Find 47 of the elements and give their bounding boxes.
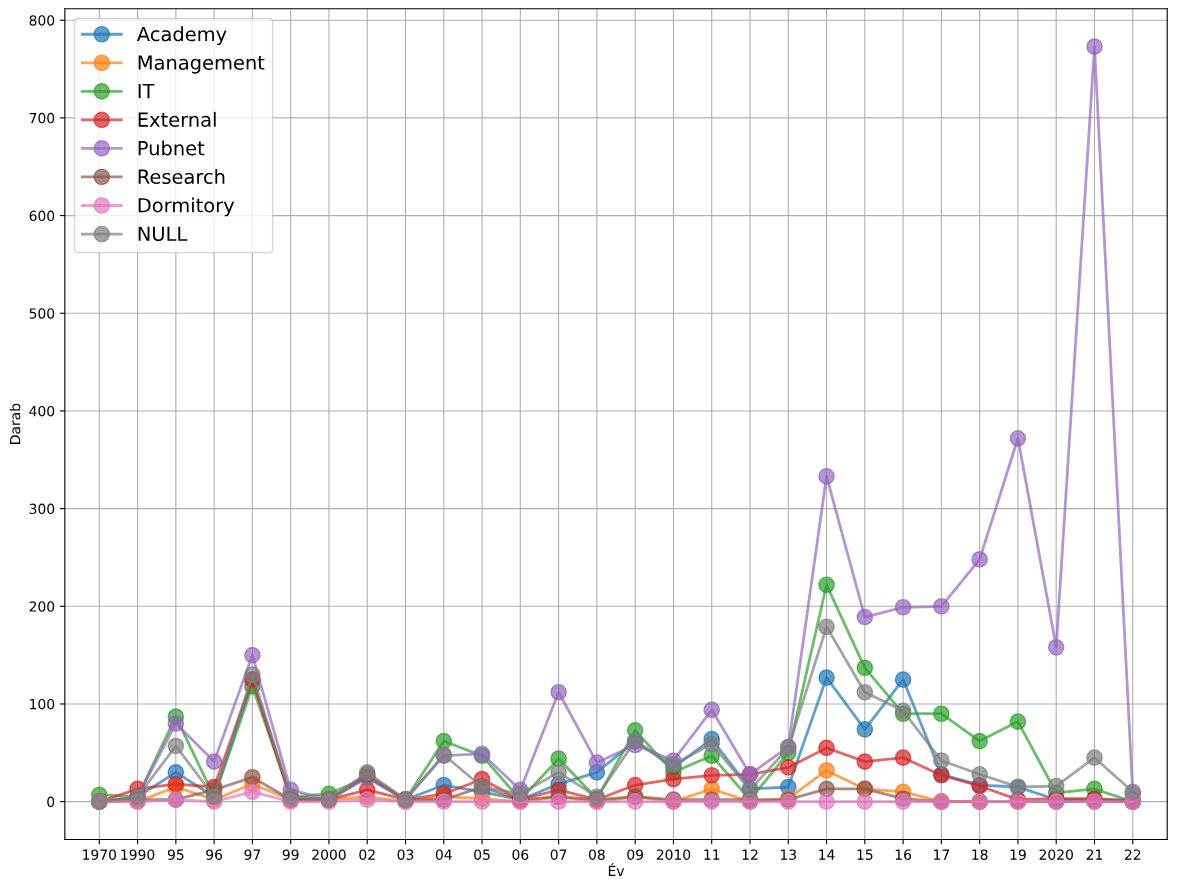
- legend-label: NULL: [138, 226, 188, 242]
- legend-label: Academy: [136, 26, 227, 46]
- x-tick-label: 08: [588, 849, 605, 860]
- y-tick-label: 800: [29, 15, 55, 26]
- legend-label: Research: [138, 168, 225, 185]
- x-tick-label: 21: [1086, 849, 1103, 860]
- y-axis-title: Darab: [9, 403, 21, 444]
- legend-label: IT: [138, 83, 155, 99]
- x-tick-label: 09: [627, 849, 644, 860]
- y-tick-label: 500: [29, 308, 55, 319]
- x-tick-label: 11: [704, 849, 720, 860]
- legend-label: Management: [138, 55, 265, 74]
- x-axis-title: Év: [608, 863, 625, 876]
- legend-label: Dormitory: [138, 197, 235, 217]
- x-tick-label: 03: [397, 849, 414, 860]
- y-tick-label: 100: [30, 698, 55, 710]
- y-tick-label: 400: [29, 405, 55, 417]
- x-tick-label: 2010: [656, 849, 691, 860]
- y-tick-label: 0: [47, 796, 55, 808]
- x-tick-label: 1970: [83, 849, 117, 860]
- x-tick-label: 14: [819, 849, 835, 860]
- x-tick-label: 96: [206, 849, 223, 860]
- y-tick-label: 200: [29, 601, 55, 612]
- x-tick-label: 06: [512, 849, 529, 860]
- x-tick-label: 04: [435, 849, 452, 860]
- x-tick-label: 05: [474, 849, 490, 860]
- y-tick-label: 600: [29, 210, 55, 222]
- x-tick-label: 19: [1010, 849, 1026, 860]
- x-tick-label: 2020: [1039, 849, 1073, 860]
- legend-label: External: [138, 111, 216, 127]
- x-tick-label: 2000: [312, 849, 346, 860]
- x-tick-label: 07: [550, 849, 567, 860]
- y-tick-label: 700: [29, 112, 55, 124]
- y-tick-label: 300: [29, 503, 55, 515]
- x-tick-label: 1990: [121, 849, 155, 860]
- x-tick-label: 95: [167, 849, 184, 860]
- x-tick-label: 18: [972, 849, 988, 860]
- x-tick-label: 22: [1124, 849, 1141, 860]
- x-tick-label: 02: [359, 849, 375, 860]
- x-tick-label: 16: [895, 849, 912, 860]
- x-tick-label: 17: [934, 849, 950, 860]
- legend-label: Pubnet: [138, 140, 205, 156]
- x-tick-label: 13: [780, 849, 796, 860]
- x-tick-label: 99: [282, 849, 299, 860]
- x-tick-label: 12: [742, 849, 758, 860]
- x-tick-label: 97: [244, 849, 261, 860]
- x-tick-label: 15: [857, 849, 873, 860]
